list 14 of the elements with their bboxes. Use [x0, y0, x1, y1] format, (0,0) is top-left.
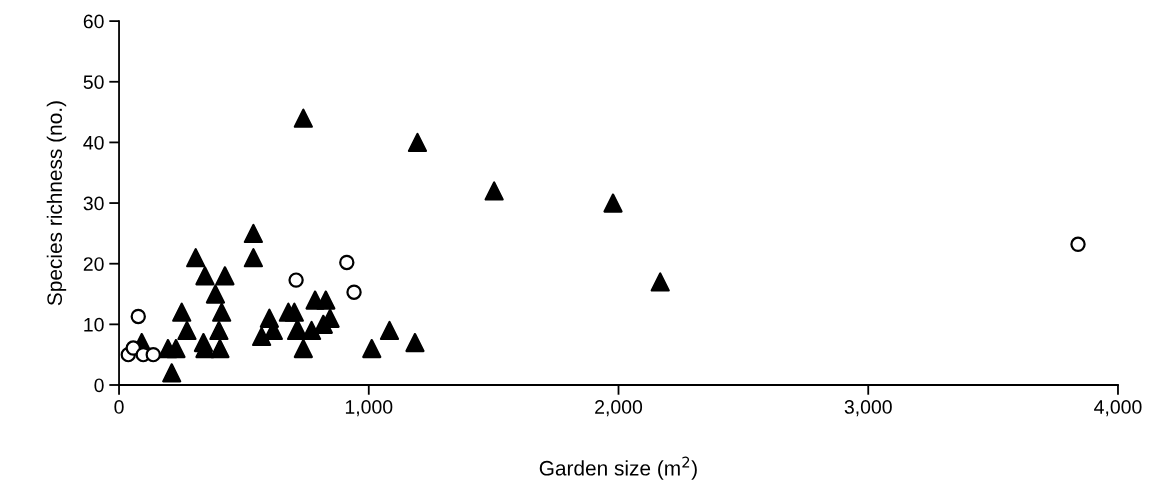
- y-tick-label: 40: [83, 135, 104, 150]
- x-axis-title: Garden size (m$^{2}$): [539, 456, 697, 480]
- x-tick-label: 0: [114, 400, 124, 414]
- y-tick-label: 10: [84, 317, 104, 332]
- y-tick-label: 50: [83, 75, 104, 90]
- x-tick-label: 4,000: [1094, 400, 1142, 417]
- y-tick-label: 20: [83, 257, 104, 271]
- x-tick-label: 2,000: [595, 400, 643, 417]
- y-tick-label: 0: [94, 378, 104, 393]
- y-tick-label: 60: [83, 14, 104, 29]
- x-tick-label: 3,000: [844, 400, 892, 417]
- x-tick-label: 1,000: [345, 400, 393, 417]
- y-axis-title: Species richness (no.): [46, 101, 67, 306]
- y-tick-label: 30: [83, 196, 104, 211]
